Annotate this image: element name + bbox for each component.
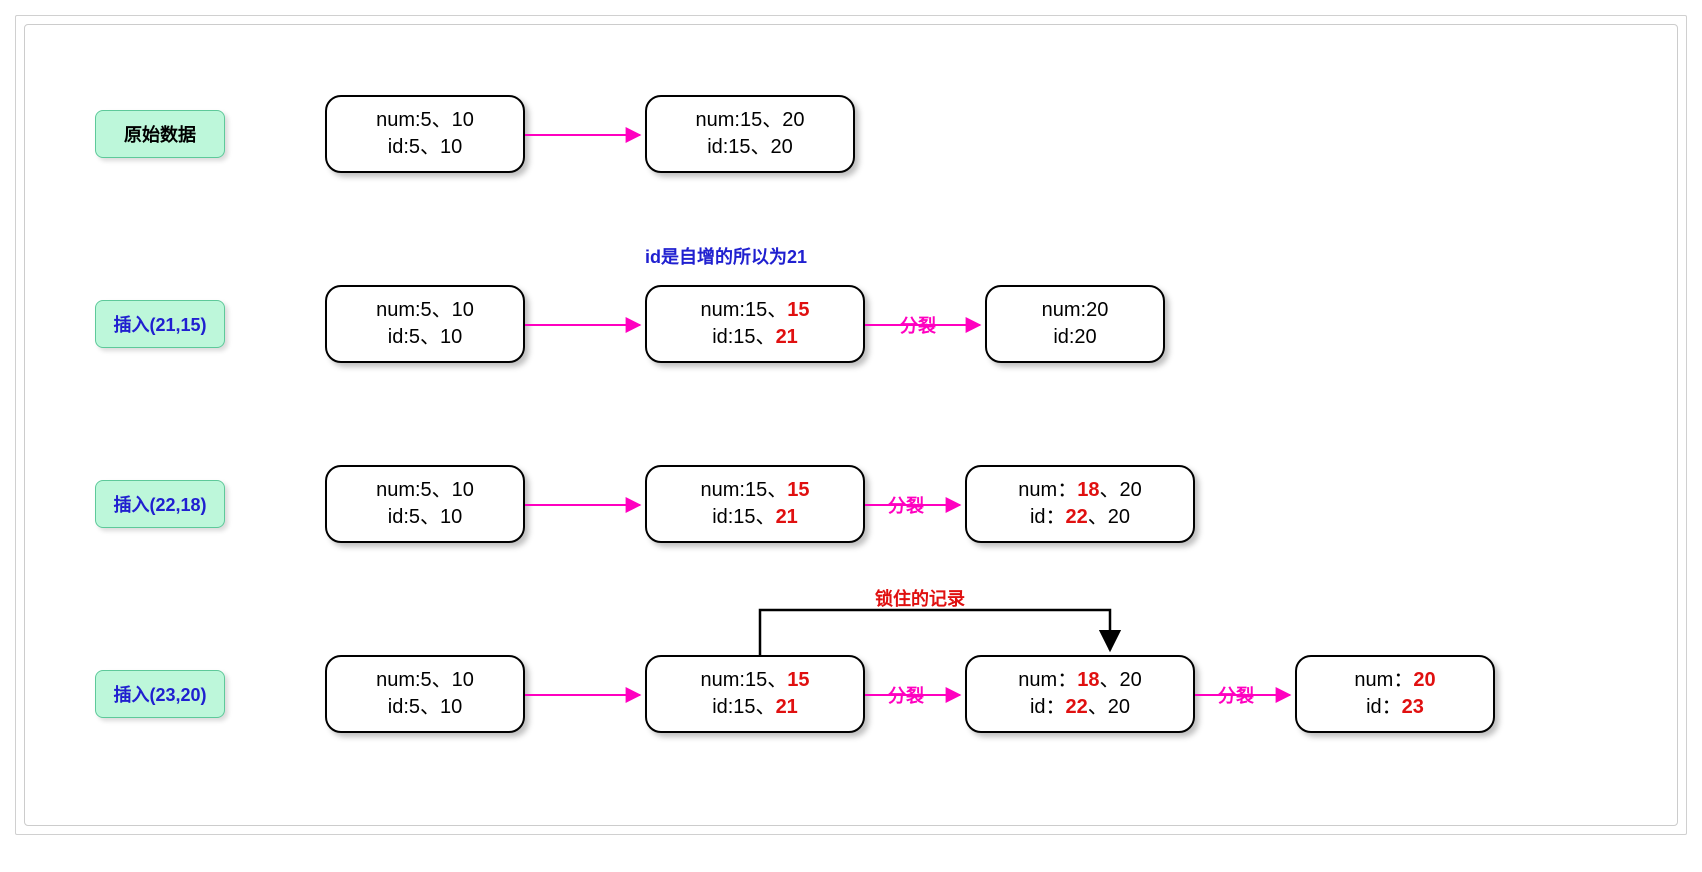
row4-node2-num-pre: num:15、	[701, 669, 788, 691]
row2-node2-num-pre: num:15、	[701, 299, 788, 321]
row1-node2-id: id:15、20	[707, 136, 793, 158]
row4-node3-id-pre: id：	[1030, 696, 1066, 718]
row4-split1-label: 分裂	[888, 682, 924, 708]
row4-node3-num-hl: 18	[1077, 669, 1099, 691]
row4-node4-num-pre: num：	[1354, 669, 1413, 691]
row4-lock-text: 锁住的记录	[875, 589, 965, 609]
row3-node2-num-hl: 15	[787, 479, 809, 501]
row4-node3-num-pre: num：	[1018, 669, 1077, 691]
row3-node1-id: id:5、10	[388, 506, 463, 528]
row2-annotation-text: id是自增的所以为21	[645, 247, 807, 267]
row4-node1-num: num:5、10	[376, 669, 474, 691]
row4-label-text: 插入(23,20)	[113, 685, 206, 705]
row2-node1-id: id:5、10	[388, 326, 463, 348]
row4-node1-id: id:5、10	[388, 696, 463, 718]
row4-node3: num：18、20 id：22、20	[965, 655, 1195, 733]
row2-label: 插入(21,15)	[95, 300, 225, 348]
row1-arrow1	[525, 130, 645, 140]
row2-node1-num: num:5、10	[376, 299, 474, 321]
row1-label: 原始数据	[95, 110, 225, 158]
row3-node3-num-suf: 、20	[1099, 479, 1141, 501]
diagram-canvas: 原始数据 num:5、10 id:5、10 num:15、20 id:15、20…	[65, 55, 1565, 775]
row2-node3-num: num:20	[1042, 299, 1109, 321]
row3-split-label: 分裂	[888, 492, 924, 518]
row4-node2: num:15、15 id:15、21	[645, 655, 865, 733]
row3-node3-num-pre: num：	[1018, 479, 1077, 501]
row3-split-text: 分裂	[888, 496, 924, 516]
row4-arrow1	[525, 690, 645, 700]
row2-arrow1	[525, 320, 645, 330]
row1-node2-num: num:15、20	[696, 109, 805, 131]
row3-node2-id-hl: 21	[776, 506, 798, 528]
row3-label-text: 插入(22,18)	[113, 495, 206, 515]
row3-arrow1	[525, 500, 645, 510]
row4-node2-id-hl: 21	[776, 696, 798, 718]
row3-node3-id-hl: 22	[1066, 506, 1088, 528]
outer-container: 原始数据 num:5、10 id:5、10 num:15、20 id:15、20…	[15, 15, 1687, 835]
row4-split1-text: 分裂	[888, 686, 924, 706]
row2-node3-id: id:20	[1053, 326, 1096, 348]
row2-split-label: 分裂	[900, 312, 936, 338]
row3-node2: num:15、15 id:15、21	[645, 465, 865, 543]
row4-node2-num-hl: 15	[787, 669, 809, 691]
row3-node2-id-pre: id:15、	[712, 506, 775, 528]
row4-split2-text: 分裂	[1218, 686, 1254, 706]
row2-label-text: 插入(21,15)	[113, 315, 206, 335]
inner-container: 原始数据 num:5、10 id:5、10 num:15、20 id:15、20…	[24, 24, 1678, 826]
row2-node2-id-pre: id:15、	[712, 326, 775, 348]
row1-label-text: 原始数据	[124, 125, 196, 145]
row4-node4-id-pre: id：	[1366, 696, 1402, 718]
row2-annotation: id是自增的所以为21	[645, 243, 807, 269]
row3-node3-id-pre: id：	[1030, 506, 1066, 528]
row3-node3-num-hl: 18	[1077, 479, 1099, 501]
row3-node3-id-suf: 、20	[1088, 506, 1130, 528]
row4-label: 插入(23,20)	[95, 670, 225, 718]
row2-split-text: 分裂	[900, 316, 936, 336]
row2-node3: num:20 id:20	[985, 285, 1165, 363]
row2-node2-num-hl: 15	[787, 299, 809, 321]
row3-node3: num：18、20 id：22、20	[965, 465, 1195, 543]
row4-node3-id-hl: 22	[1066, 696, 1088, 718]
row4-node3-num-suf: 、20	[1099, 669, 1141, 691]
row3-node1: num:5、10 id:5、10	[325, 465, 525, 543]
row3-node1-num: num:5、10	[376, 479, 474, 501]
row4-node1: num:5、10 id:5、10	[325, 655, 525, 733]
row4-node4-id-hl: 23	[1402, 696, 1424, 718]
row2-node2-id-hl: 21	[776, 326, 798, 348]
row1-node1-num: num:5、10	[376, 109, 474, 131]
row1-node1: num:5、10 id:5、10	[325, 95, 525, 173]
row3-node2-num-pre: num:15、	[701, 479, 788, 501]
row4-node3-id-suf: 、20	[1088, 696, 1130, 718]
row1-node2: num:15、20 id:15、20	[645, 95, 855, 173]
row3-label: 插入(22,18)	[95, 480, 225, 528]
row1-node1-id: id:5、10	[388, 136, 463, 158]
row4-lock-annotation: 锁住的记录	[875, 585, 965, 611]
row4-node4-num-hl: 20	[1413, 669, 1435, 691]
row2-node2: num:15、15 id:15、21	[645, 285, 865, 363]
row4-node2-id-pre: id:15、	[712, 696, 775, 718]
row4-node4: num：20 id：23	[1295, 655, 1495, 733]
row4-split2-label: 分裂	[1218, 682, 1254, 708]
row2-node1: num:5、10 id:5、10	[325, 285, 525, 363]
